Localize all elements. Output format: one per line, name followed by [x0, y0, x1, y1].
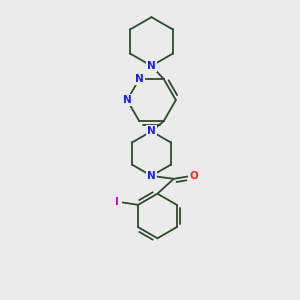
- Text: O: O: [189, 172, 198, 182]
- Text: N: N: [147, 126, 156, 136]
- Text: N: N: [147, 171, 156, 181]
- Text: N: N: [147, 61, 156, 71]
- Text: N: N: [123, 95, 131, 105]
- Text: N: N: [135, 74, 144, 84]
- Text: I: I: [116, 197, 119, 208]
